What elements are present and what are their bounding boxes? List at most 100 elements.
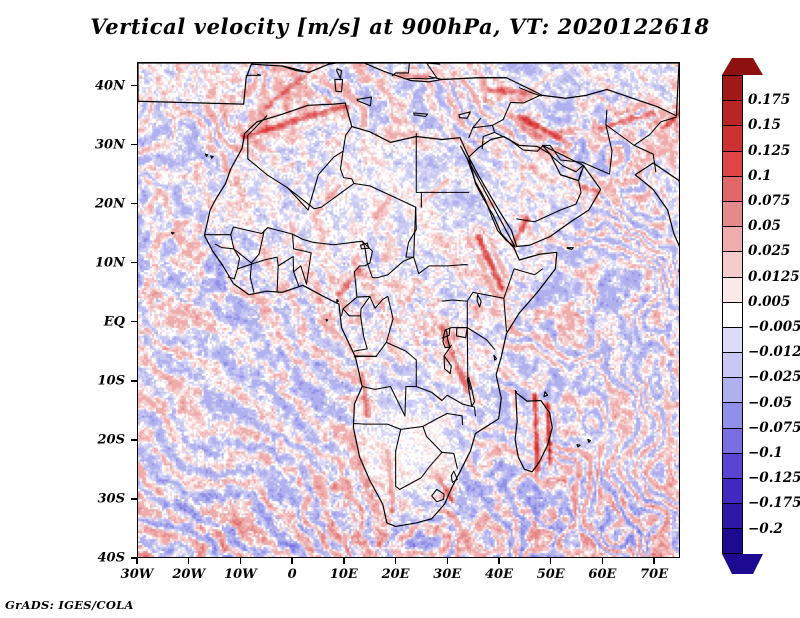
coastline-path — [391, 63, 410, 77]
y-axis-tick — [131, 84, 137, 87]
colorbar-tick-label: 0.15 — [748, 117, 781, 134]
vertical-velocity-field — [138, 63, 679, 557]
coastline-path — [428, 76, 507, 80]
coastline-path — [342, 295, 371, 317]
coastline-path — [353, 355, 378, 358]
coastline-path — [422, 425, 443, 453]
colorbar — [722, 75, 743, 554]
colorbar-band — [722, 301, 743, 327]
coastline-path — [415, 133, 422, 208]
coastline-path — [353, 240, 373, 273]
coastline-path — [476, 294, 482, 308]
coastline-path — [361, 385, 406, 417]
x-axis-label: 10W — [224, 567, 257, 582]
coastline-path — [214, 243, 235, 250]
colorbar-band — [722, 377, 743, 403]
y-axis-label: 10N — [95, 255, 125, 271]
coastline-path — [443, 355, 452, 375]
coastline-path — [204, 234, 235, 250]
colorbar-band — [722, 226, 743, 252]
x-axis-label: 20E — [381, 567, 410, 582]
x-axis-tick — [291, 558, 293, 564]
y-axis-label: 20S — [97, 432, 125, 448]
coastline-path — [203, 102, 558, 528]
coastline-path — [441, 291, 474, 302]
coastline-path — [282, 65, 310, 73]
coastline-path — [233, 227, 269, 264]
colorbar-tick-label: 0.0125 — [748, 268, 800, 285]
coastline-path — [170, 231, 175, 235]
coastline-path — [441, 327, 451, 339]
coastline-path — [459, 145, 516, 248]
y-axis-label: 40S — [97, 550, 125, 566]
x-axis-tick — [188, 558, 190, 564]
colorbar-tick-label: −0.05 — [748, 394, 793, 411]
coastline-path — [466, 327, 471, 390]
coastline-path — [286, 182, 355, 210]
coastline-path — [509, 94, 541, 104]
colorbar-band — [722, 150, 743, 176]
coastline-path — [466, 327, 496, 350]
y-axis-label: EQ — [103, 314, 125, 330]
colorbar-band — [722, 100, 743, 126]
coastline-path — [419, 63, 441, 65]
coastline-path — [494, 131, 538, 152]
coastline-path — [514, 390, 518, 394]
colorbar-tick-label: −0.0125 — [748, 344, 800, 361]
x-axis-tick — [394, 558, 397, 564]
coastline-path — [576, 444, 581, 448]
coastline-path — [493, 354, 498, 361]
y-axis-tick — [131, 144, 137, 146]
x-axis-tick — [239, 558, 242, 564]
coastline-path — [455, 327, 468, 339]
colorbar-tick-label: −0.075 — [748, 419, 800, 436]
coastline-path — [405, 228, 417, 258]
colorbar-tick-label: 0.175 — [748, 92, 791, 109]
page-title: Vertical velocity [m/s] at 900hPa, VT: 2… — [90, 14, 710, 39]
coastline-path — [605, 124, 657, 173]
y-axis-tick — [131, 557, 137, 559]
coastline-path — [307, 150, 344, 211]
y-axis-label: 30N — [95, 137, 125, 153]
y-axis-tick — [131, 380, 137, 382]
coastline-path — [356, 96, 372, 107]
x-axis-tick — [498, 558, 500, 564]
coastline-path — [446, 412, 464, 426]
coastline-path — [472, 101, 512, 129]
coastline-path — [605, 109, 613, 175]
coastline-path — [543, 391, 549, 398]
coastline-path — [293, 265, 308, 285]
footer-credit: GrADS: IGES/COLA — [5, 598, 134, 612]
coastline-path — [395, 425, 424, 452]
coastline-path — [633, 116, 677, 146]
coastline-path — [204, 153, 209, 158]
coastline-path — [413, 256, 468, 275]
coastline-path — [305, 252, 312, 285]
coastline-path — [277, 255, 300, 287]
colorbar-max-arrow-icon — [722, 58, 763, 75]
coastline-path — [339, 126, 355, 185]
colorbar-tick-label: 0.005 — [748, 293, 791, 310]
colorbar-tick-label: 0.025 — [748, 243, 791, 260]
coastline-path — [566, 247, 574, 250]
coastline-path — [341, 271, 358, 317]
coastline-path — [399, 451, 443, 490]
colorbar-band — [722, 352, 743, 378]
colorbar-band — [722, 402, 743, 428]
coastline-path — [334, 78, 344, 93]
colorbar-band — [722, 528, 743, 554]
coastline-path — [245, 73, 262, 76]
coastline-path — [336, 298, 340, 303]
y-axis-tick — [131, 498, 137, 500]
x-axis-label: 10E — [329, 567, 358, 582]
coastline-path — [312, 240, 366, 247]
y-axis-label: 40N — [95, 78, 125, 94]
y-axis-tick — [131, 203, 137, 205]
y-axis-tick — [131, 439, 137, 441]
coastline-path — [250, 256, 279, 293]
colorbar-band — [722, 251, 743, 277]
y-axis-label: 30S — [97, 491, 125, 507]
colorbar-band — [722, 175, 743, 201]
coastline-path — [352, 423, 402, 430]
colorbar-band — [722, 427, 743, 453]
